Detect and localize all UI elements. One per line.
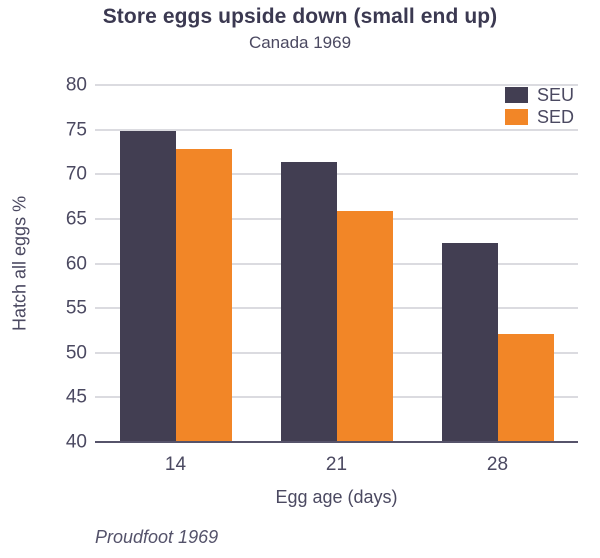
- bar-group-28: [417, 85, 578, 442]
- legend-item-sed: SED: [504, 107, 574, 127]
- legend-item-seu: SEU: [504, 85, 574, 105]
- y-tick-label-50: 50: [65, 342, 87, 364]
- bar-group-21: [256, 85, 417, 442]
- y-tick-label-65: 65: [65, 208, 87, 230]
- chart-subtitle: Canada 1969: [248, 33, 352, 52]
- chart-caption: Proudfoot 1969: [95, 527, 219, 547]
- y-tick-label-80: 80: [65, 74, 87, 96]
- x-axis-title: Egg age (days): [275, 487, 398, 507]
- chart-title: Store eggs upside down (small end up): [102, 5, 498, 28]
- bar-sed-14: [175, 149, 232, 442]
- y-tick-label-75: 75: [65, 119, 87, 141]
- bar-seu-21: [280, 161, 337, 442]
- bar-group-14: [95, 85, 256, 442]
- bars-layer: [95, 85, 578, 442]
- legend-swatch-sed: [504, 109, 528, 125]
- gridline-70: [95, 173, 578, 176]
- y-axis-title: Hatch all eggs %: [9, 195, 30, 332]
- x-tick-label-21: 21: [325, 454, 348, 475]
- legend-swatch-seu: [504, 87, 528, 103]
- x-axis-line: [95, 441, 578, 443]
- x-tick-labels: 14 21 28: [95, 454, 578, 476]
- legend: SEU SED: [504, 85, 574, 127]
- plot-area: 40 45 50 55 60 65 70 75 80 14 21 28: [66, 76, 578, 475]
- bar-seu-28: [441, 242, 498, 442]
- bar-sed-21: [336, 210, 393, 442]
- gridline-75: [95, 128, 578, 131]
- y-tick-label-60: 60: [65, 253, 87, 274]
- legend-label-seu: SEU: [536, 85, 574, 105]
- x-tick-label-14: 14: [164, 454, 187, 475]
- legend-label-sed: SED: [536, 107, 574, 127]
- bar-sed-28: [497, 334, 554, 442]
- y-tick-label-55: 55: [65, 297, 87, 319]
- bar-seu-14: [119, 130, 176, 442]
- y-tick-label-40: 40: [65, 431, 87, 453]
- y-tick-label-70: 70: [65, 163, 87, 185]
- y-tick-label-45: 45: [65, 386, 87, 408]
- x-tick-label-28: 28: [486, 454, 509, 475]
- gridline-80: [95, 84, 578, 86]
